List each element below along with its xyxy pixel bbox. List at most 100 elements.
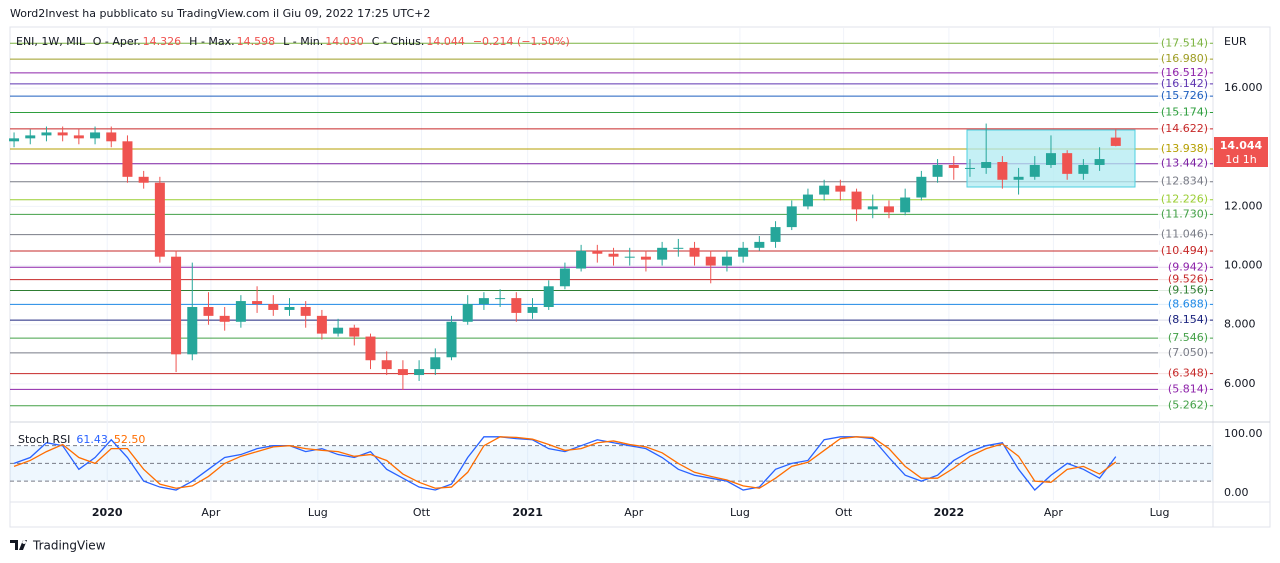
candle-body [365,336,376,361]
ohlc-value: 14.326 [143,35,182,48]
ohlc-key: C - Chius. [372,35,425,48]
candle-body [1029,164,1040,177]
candle-body [511,298,522,313]
candle-body [316,315,327,334]
candle-body [624,256,635,258]
level-label: (8.688) [1168,297,1208,310]
candle-body [478,298,489,305]
rsi-tick-label: 0.00 [1224,486,1249,499]
candle-body [203,306,214,316]
ohlc-value: 14.598 [237,35,276,48]
level-label-bg [1158,314,1210,327]
candle-body [657,247,668,260]
chart-frame [9,26,1271,528]
ohlc-key: H - Max. [189,35,234,48]
candle-body [948,164,959,168]
candle-body [721,256,732,266]
x-tick-label: 2022 [934,506,965,519]
bar-countdown: 1d 1h [1225,153,1256,166]
level-label-bg [1158,90,1210,103]
level-label: (15.174) [1161,105,1208,118]
level-label: (17.514) [1161,36,1208,49]
level-label-bg [1158,228,1210,241]
level-label: (13.442) [1161,157,1208,170]
candles [9,123,1121,390]
logo-mark [10,540,27,550]
candle-body [268,304,279,310]
candle-body [1013,176,1024,180]
level-label-bg [1158,367,1210,380]
level-label-bg [1158,106,1210,119]
y-tick-label: 10.000 [1224,259,1263,272]
x-tick-label: Lug [308,506,328,519]
candle-body [1062,153,1073,174]
y-tick-label: 16.000 [1224,81,1263,94]
level-label-bg [1158,332,1210,345]
candle-body [705,256,716,266]
level-label: (16.142) [1161,77,1208,90]
level-label: (5.814) [1168,382,1208,395]
price-badge-value: 14.044 [1220,139,1263,152]
symbol: ENI, 1W, MIL [16,35,86,48]
rsi-line [13,436,1117,489]
candle-body [73,135,84,139]
publish-info: Word2Invest ha pubblicato su TradingView… [10,7,430,20]
candle-body [689,247,700,257]
candle-body [430,357,441,370]
candle-body [138,176,149,183]
candle-body [576,250,587,269]
level-label-bg [1158,157,1210,170]
x-tick-label: Lug [730,506,750,519]
ohlc-key: L - Min. [283,35,323,48]
candle-body [559,268,570,287]
candle-body [997,162,1008,180]
candle-body [981,162,992,168]
level-label: (10.494) [1161,244,1208,257]
y-tick-label: 12.000 [1224,199,1263,212]
rsi-tick-label: 100.00 [1224,427,1263,440]
candle-body [802,194,813,207]
candle-body [9,138,20,142]
level-label: (9.942) [1168,260,1208,273]
candle-body [187,306,198,355]
candle-body [673,247,684,249]
candle-body [25,135,36,139]
candle-body [284,306,295,310]
candle-body [235,301,246,322]
candle-body [300,306,311,316]
candle-body [543,286,554,307]
candle-body [527,306,538,313]
level-label: (7.050) [1168,346,1208,359]
level-label: (15.726) [1161,89,1208,102]
x-tick-label: Lug [1150,506,1170,519]
level-label-bg [1158,261,1210,274]
rsi-line [13,436,1117,491]
candle-body [349,327,360,337]
candle-body [397,369,408,376]
ohlc-key: O - Aper. [93,35,141,48]
axes: 2020 Apr Lug Ott 2021 Apr Lug Ott 2022 Apr Lug 16.0… [92,36,1263,519]
candle-body [219,315,230,322]
candle-body [1110,137,1121,146]
level-label: (8.154) [1168,313,1208,326]
candle-body [900,197,911,213]
level-label: (16.980) [1161,52,1208,65]
level-label: (13.938) [1161,142,1208,155]
currency: EUR [1224,35,1247,48]
x-tick-label: Ott [835,506,853,519]
level-label: (6.348) [1168,367,1208,380]
candle-body [738,247,749,257]
candle-body [1094,159,1105,165]
x-tick-label: 2021 [512,506,543,519]
level-label: (7.546) [1168,331,1208,344]
candle-body [90,132,101,139]
rsi-legend: Stoch RSI 61.43 52.50 [18,433,145,446]
level-label: (9.526) [1168,273,1208,286]
candle-body [462,304,473,322]
level-label: (9.156) [1168,284,1208,297]
candle-body [883,206,894,213]
rsi-title: Stoch RSI [18,433,70,446]
level-label-bg [1158,193,1210,206]
